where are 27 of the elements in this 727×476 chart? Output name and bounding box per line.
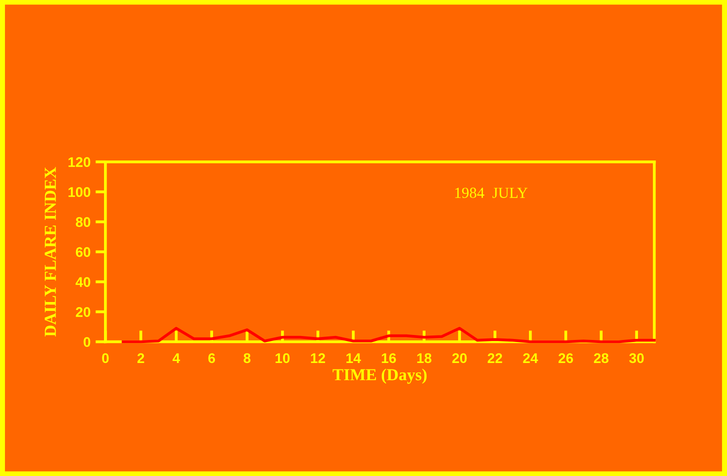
y-tick-label: 20 — [76, 307, 90, 317]
y-tick-label: 40 — [76, 277, 90, 287]
x-tick-label: 22 — [488, 353, 502, 363]
y-tick-label: 100 — [68, 187, 90, 197]
x-axis-title: TIME (Days) — [332, 368, 427, 384]
y-axis-title: DAILY FLARE INDEX — [44, 166, 56, 337]
annotation: 1984 JULY — [455, 188, 528, 198]
y-tick-label: 60 — [76, 247, 90, 257]
x-tick-label: 4 — [172, 353, 180, 363]
x-tick-label: 2 — [137, 353, 144, 363]
x-tick-label: 16 — [382, 353, 396, 364]
x-tick-label: 20 — [452, 353, 467, 364]
x-tick-label: 30 — [629, 353, 644, 364]
x-tick-label: 6 — [208, 353, 216, 364]
x-tick-label: 14 — [346, 353, 361, 363]
x-tick-label: 8 — [244, 353, 250, 364]
x-tick-label: 28 — [594, 353, 608, 364]
x-tick-label: 26 — [558, 353, 573, 364]
x-tick-label: 18 — [417, 353, 432, 364]
x-tick-label: 0 — [102, 353, 109, 364]
x-tick-label: 10 — [276, 353, 290, 364]
y-tick-label: 120 — [68, 157, 90, 168]
y-tick-label: 80 — [76, 217, 90, 227]
line-series — [122, 326, 656, 344]
x-tick-label: 24 — [523, 353, 538, 363]
y-tick-label: 0 — [84, 337, 90, 347]
x-tick-label: 12 — [311, 353, 326, 363]
